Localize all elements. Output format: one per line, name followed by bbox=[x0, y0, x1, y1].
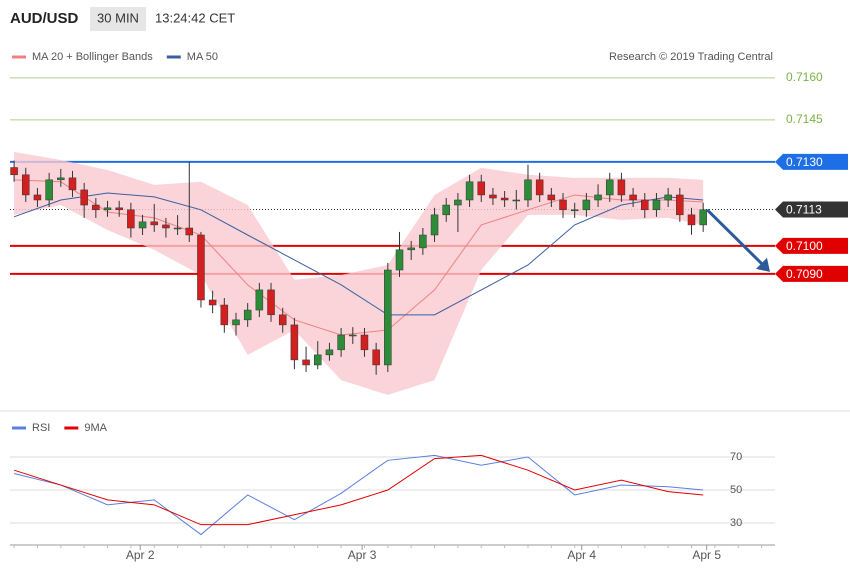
candle-body bbox=[664, 194, 672, 201]
candle-body bbox=[547, 194, 556, 201]
timeframe: 30 MIN bbox=[97, 10, 139, 25]
candle-body bbox=[278, 314, 287, 326]
y-tick-label: 30 bbox=[730, 517, 742, 529]
candle-body bbox=[33, 194, 42, 201]
level-label: 0.7130 bbox=[786, 155, 823, 169]
candle-body bbox=[500, 197, 509, 201]
candle-body bbox=[197, 234, 205, 301]
candle-body bbox=[68, 177, 77, 191]
candle-body bbox=[454, 199, 462, 206]
candle-body bbox=[138, 221, 147, 229]
candle-body bbox=[442, 204, 450, 216]
symbol: AUD/USD bbox=[10, 10, 79, 27]
level-label: 0.7160 bbox=[786, 70, 823, 84]
bollinger-band bbox=[14, 151, 704, 395]
candle-body bbox=[127, 209, 135, 229]
level-label: 0.7145 bbox=[786, 112, 823, 126]
indicator-line bbox=[13, 454, 704, 526]
candle-body bbox=[185, 227, 194, 236]
candle-body bbox=[477, 181, 486, 196]
candle-body bbox=[617, 179, 626, 196]
candle-body bbox=[535, 179, 544, 196]
level-box bbox=[775, 201, 848, 218]
candle-body bbox=[419, 234, 427, 249]
candle-body bbox=[407, 247, 415, 251]
candle-body bbox=[641, 199, 649, 211]
candle-body bbox=[430, 214, 439, 236]
candle-body bbox=[629, 194, 637, 201]
candle-body bbox=[594, 194, 602, 201]
candle-body bbox=[465, 181, 474, 201]
candle-body bbox=[605, 179, 614, 196]
x-tick-label: Apr 5 bbox=[692, 548, 721, 562]
candle-body bbox=[524, 179, 532, 201]
candle-body bbox=[208, 299, 217, 306]
candle-body bbox=[150, 221, 158, 226]
legend-label: MA 50 bbox=[187, 51, 218, 63]
candle-body bbox=[302, 359, 310, 366]
candle-body bbox=[173, 227, 182, 230]
legend-label: 9MA bbox=[84, 422, 107, 434]
candle-body bbox=[232, 319, 240, 326]
candle-body bbox=[255, 289, 264, 311]
legend-label: RSI bbox=[32, 422, 50, 434]
candle-body bbox=[559, 199, 567, 211]
level-box bbox=[775, 237, 848, 254]
candle-body bbox=[512, 199, 521, 202]
credit: Research © 2019 Trading Central bbox=[609, 51, 773, 63]
candle-body bbox=[243, 309, 252, 321]
y-tick-label: 70 bbox=[730, 451, 742, 463]
candle-body bbox=[349, 334, 357, 337]
candle-body bbox=[337, 334, 345, 351]
candle-body bbox=[652, 199, 661, 211]
candle-body bbox=[582, 199, 591, 211]
candle-body bbox=[45, 179, 53, 201]
candle-body bbox=[267, 289, 275, 316]
x-tick-label: Apr 3 bbox=[348, 548, 377, 562]
candle-body bbox=[699, 209, 707, 226]
ma-line bbox=[13, 192, 704, 316]
candle-body bbox=[395, 249, 404, 271]
level-label: 0.7090 bbox=[786, 267, 823, 281]
candle-body bbox=[80, 189, 88, 206]
arrow-head bbox=[756, 257, 770, 272]
projection-arrow bbox=[706, 208, 766, 267]
timeframe-box bbox=[90, 7, 146, 31]
level-label: 0.7113 bbox=[786, 203, 822, 217]
candle-body bbox=[92, 204, 100, 211]
level-box bbox=[775, 265, 848, 282]
candle-body bbox=[570, 209, 579, 212]
candle-body bbox=[489, 194, 497, 199]
level-box bbox=[775, 153, 848, 170]
candle-body bbox=[22, 174, 30, 196]
candle-body bbox=[57, 177, 65, 181]
candle-body bbox=[325, 349, 334, 356]
y-tick-label: 50 bbox=[730, 484, 742, 496]
candle-body bbox=[103, 207, 112, 211]
x-tick-label: Apr 2 bbox=[126, 548, 155, 562]
candle-body bbox=[162, 224, 170, 229]
clock: 13:24:42 CET bbox=[155, 10, 235, 25]
candle-body bbox=[290, 324, 299, 361]
candle-body bbox=[384, 269, 392, 366]
candle-body bbox=[115, 207, 123, 211]
candle-body bbox=[676, 194, 684, 216]
candle-body bbox=[220, 304, 229, 326]
candle-body bbox=[314, 354, 322, 366]
x-tick-label: Apr 4 bbox=[567, 548, 596, 562]
level-label: 0.7100 bbox=[786, 239, 823, 253]
candle-body bbox=[10, 167, 18, 176]
candle-body bbox=[372, 349, 380, 366]
candle-body bbox=[687, 214, 696, 226]
legend-label: MA 20 + Bollinger Bands bbox=[32, 51, 153, 63]
candle-body bbox=[360, 334, 369, 351]
